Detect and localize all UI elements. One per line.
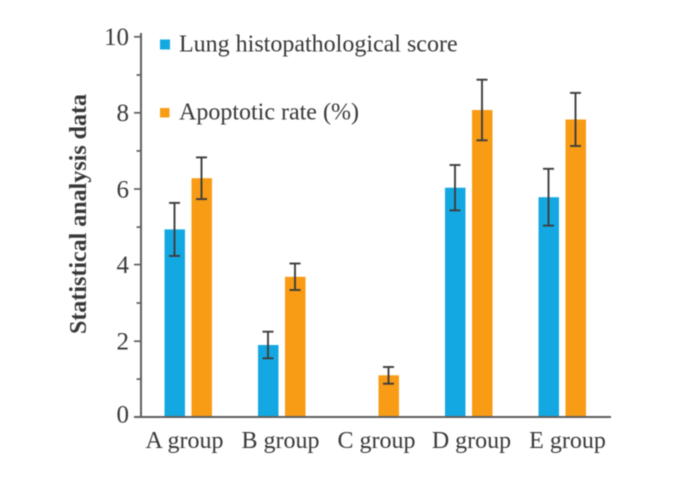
svg-text:8: 8 xyxy=(117,100,130,127)
svg-text:E group: E group xyxy=(529,428,606,454)
svg-text:10: 10 xyxy=(104,24,129,51)
svg-text:6: 6 xyxy=(117,176,130,203)
svg-text:4: 4 xyxy=(117,252,130,279)
svg-text:C group: C group xyxy=(338,428,416,454)
svg-text:B group: B group xyxy=(242,428,320,454)
svg-text:Apoptotic rate (%): Apoptotic rate (%) xyxy=(179,100,359,126)
svg-text:A group: A group xyxy=(146,428,224,454)
svg-text:D group: D group xyxy=(432,428,511,454)
svg-text:Statistical analysis data: Statistical analysis data xyxy=(66,94,92,334)
svg-text:0: 0 xyxy=(117,401,130,428)
svg-text:2: 2 xyxy=(117,329,130,356)
svg-text:Lung histopathological score: Lung histopathological score xyxy=(179,32,458,58)
